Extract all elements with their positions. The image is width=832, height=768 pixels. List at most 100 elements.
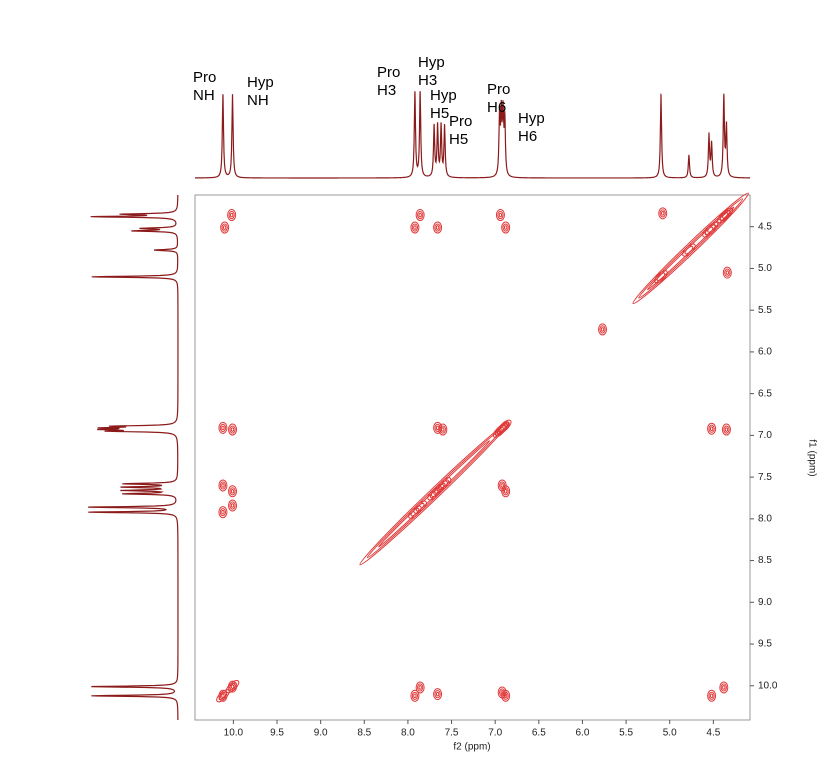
peak-annotation: Pro [193,69,216,86]
cross-peak [219,691,227,700]
diagonal-peak [408,505,422,519]
y-tick-label: 5.5 [758,305,772,316]
cross-peak [221,425,225,431]
diagonal-peak [427,487,441,501]
cross-peak [411,223,419,232]
x-tick-label: 6.5 [532,728,546,739]
cross-peak [721,423,731,436]
cross-peak [501,689,511,702]
x-tick-label: 10.0 [224,728,244,739]
cross-peak [709,426,714,432]
diagonal-peak [415,502,425,512]
diagonal-peak [436,482,446,492]
diagonal-peak [656,272,666,282]
diagonal-peak [430,483,445,498]
diagonal-peak [719,207,734,221]
cross-peak [413,225,417,230]
cross-peak [661,211,665,216]
cross-peak [724,268,731,277]
cross-peak [415,681,425,694]
cross-peak [434,690,441,699]
cross-peak [709,693,714,699]
diagonal-peak [413,500,427,514]
cross-peak [599,325,606,334]
cross-peak [417,210,424,220]
peak-annotation: Hyp [518,110,545,127]
peak-annotation: Pro [487,81,510,98]
cross-peak [501,221,511,234]
cross-peak [222,225,227,230]
peak-annotation: Hyp [418,54,445,71]
diagonal-peak [704,221,719,235]
x-tick-label: 5.0 [663,728,677,739]
diagonal-peak [654,270,668,284]
cross-peak [220,221,230,234]
cross-peak [228,485,238,498]
cross-peak [722,685,726,690]
peak-annotation: NH [247,92,269,109]
peak-annotation: H3 [418,72,437,89]
peak-annotation: Pro [449,113,472,130]
x-tick-label: 7.5 [445,728,459,739]
cross-peak [708,424,715,433]
diagonal-peak [440,479,449,489]
cross-peak [221,693,225,699]
cross-peak [227,209,237,222]
cross-peak [410,689,420,702]
cross-peak [433,688,443,701]
cross-peak [228,210,235,220]
cross-peak [598,323,608,336]
cross-peak [725,270,730,275]
cross-peak [218,689,228,702]
cross-peak [708,691,715,700]
cross-peak [229,682,236,691]
x-tick-label: 5.5 [619,728,633,739]
cross-peak [218,479,228,492]
cross-peak [411,691,419,700]
cross-peak [724,427,729,432]
y-tick-label: 8.5 [758,555,772,566]
diagonal-peak [682,243,696,257]
peak-annotation: Pro [377,64,400,81]
cross-peak [230,489,235,494]
y-tick-label: 9.5 [758,639,772,650]
cross-peak [658,207,668,220]
cross-peak [221,483,225,488]
diagonal-ridge [646,206,735,291]
y-tick-label: 10.0 [758,680,778,691]
diagonal-ridge [632,192,749,305]
cross-peak [218,506,228,519]
x-tick-label: 4.5 [706,728,720,739]
cross-peak [219,423,227,432]
peak-annotation: H5 [449,131,468,148]
peak-annotation: Hyp [430,87,457,104]
cross-peak [219,508,227,517]
cross-peak [438,423,448,436]
x-axis-label: f2 (ppm) [453,742,490,753]
cross-peak [722,266,732,279]
cross-peak [435,691,440,697]
x-tick-label: 9.5 [270,728,284,739]
diagonal-peak [500,421,510,431]
x-tick-label: 8.0 [401,728,415,739]
cross-peak [723,425,730,434]
x-tick-label: 7.0 [488,728,502,739]
cross-peak [501,485,511,498]
cross-peak [435,225,440,230]
left-projection [88,195,179,720]
cross-peak [417,683,424,692]
y-tick-label: 7.0 [758,430,772,441]
peak-annotation: H3 [377,82,396,99]
cross-peak [720,683,727,692]
cross-peak [415,209,425,222]
cross-peak [502,223,509,232]
cross-peak [500,483,504,488]
cross-peak [497,210,504,220]
cross-peak [433,221,443,234]
y-tick-label: 7.5 [758,472,772,483]
x-tick-label: 6.0 [575,728,589,739]
cross-peak [498,212,503,218]
cross-peak [719,681,729,694]
cross-peak [218,421,228,434]
